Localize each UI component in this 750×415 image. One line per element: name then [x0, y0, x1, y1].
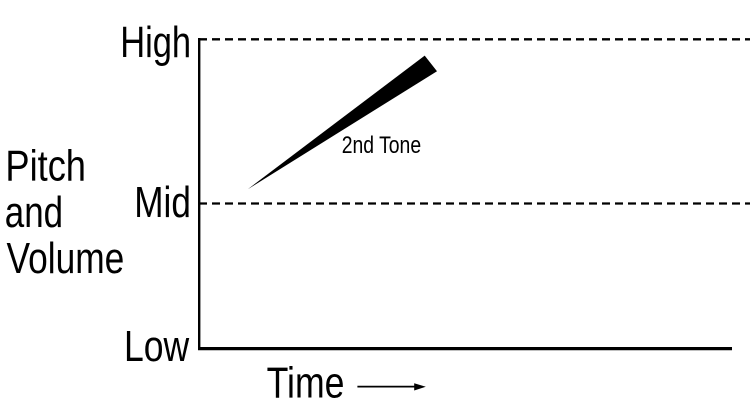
- svg-text:Mid: Mid: [134, 178, 191, 227]
- svg-text:Time: Time: [267, 359, 345, 407]
- svg-text:Volume: Volume: [7, 234, 125, 283]
- svg-text:Pitch: Pitch: [5, 141, 86, 190]
- svg-text:High: High: [120, 18, 191, 67]
- svg-text:Low: Low: [124, 322, 189, 370]
- svg-text:2nd Tone: 2nd Tone: [342, 131, 421, 159]
- svg-text:and: and: [5, 188, 63, 237]
